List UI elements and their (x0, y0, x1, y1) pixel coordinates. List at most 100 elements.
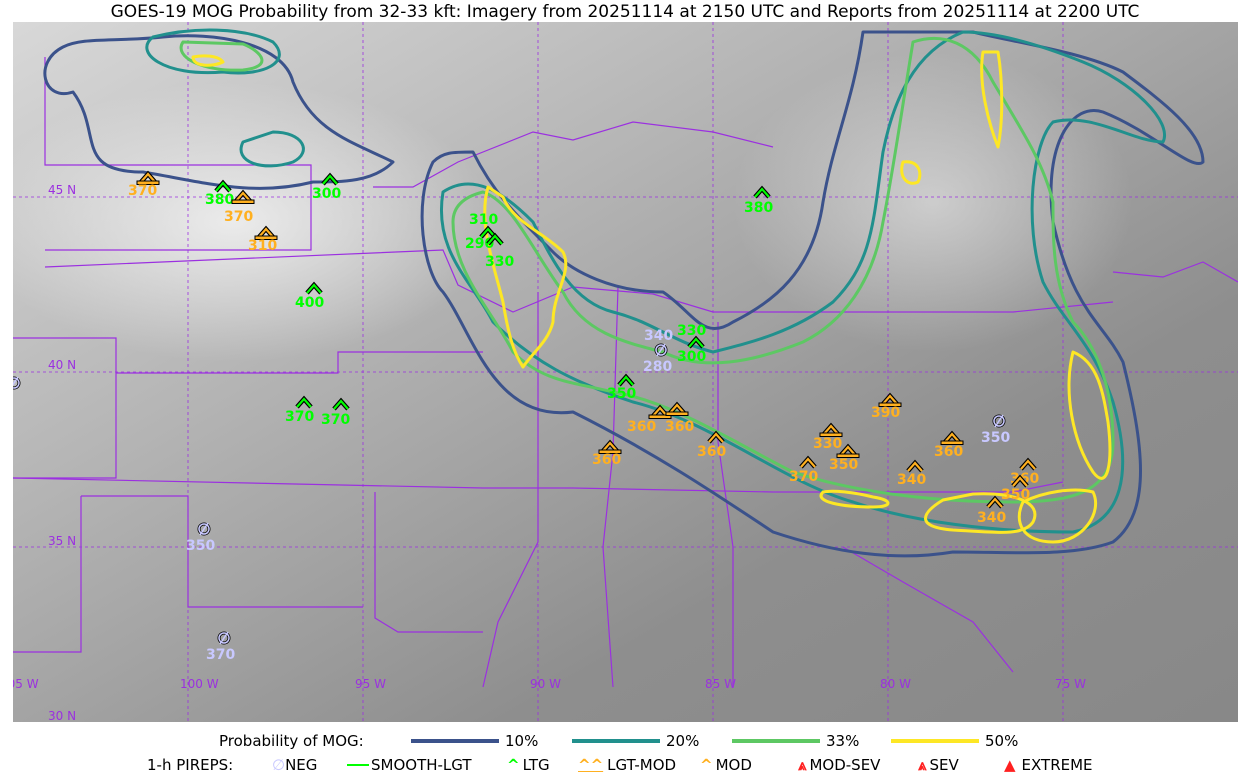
altitude-label: 350 (1001, 487, 1030, 503)
altitude-label: 370 (128, 183, 157, 199)
pirep-lgt-mod[interactable]: 330 (813, 422, 843, 452)
chevron-icon (754, 187, 770, 198)
altitude-label: 330 (485, 254, 514, 270)
pirep-neg[interactable]: 370 (206, 631, 235, 663)
legend-33pct: 33% (732, 732, 859, 750)
pirep-mod[interactable]: 350 (1001, 474, 1030, 503)
pirep-lgt-mod[interactable]: 310 (248, 225, 278, 254)
pirep-mod[interactable]: 360 (697, 430, 726, 460)
pirep-lgt-mod[interactable]: 360 (627, 404, 672, 435)
altitude-label: 350 (186, 538, 215, 554)
neg-icon (198, 523, 210, 535)
mod-sev-icon: ⩓ (798, 756, 807, 774)
legend-label: MOD (715, 756, 752, 774)
chevron-icon: ^ (700, 756, 713, 774)
longitude-label: 95 W (355, 677, 386, 691)
pirep-ltg[interactable]: 300 (312, 172, 341, 202)
pirep-ltg[interactable]: 380 (744, 185, 773, 216)
pirep-ltg[interactable]: 400 (295, 281, 324, 311)
neg-icon (13, 377, 20, 389)
pirep-ltg[interactable]: 330 (485, 232, 514, 270)
pirep-lgt-mod[interactable]: 390 (871, 392, 902, 421)
pirep-lgt-mod[interactable]: 350 (829, 443, 860, 473)
legend-ltg: ^ LTG (507, 756, 550, 774)
legend-extreme: ▲ EXTREME (1004, 756, 1093, 774)
pirep-neg[interactable]: 350 (186, 522, 215, 554)
altitude-label: 330 (677, 323, 706, 339)
swatch-20pct (572, 739, 660, 743)
legend-label: LTG (522, 756, 550, 774)
pirep-mod[interactable]: 340 (977, 495, 1006, 526)
chevron-icon (333, 399, 349, 410)
contour-50pct (191, 54, 225, 67)
pirep-ltg[interactable]: 380 (205, 179, 234, 208)
pirep-neg[interactable]: 340 280 (643, 328, 673, 375)
legend-lgt-mod: ^^ LGT-MOD (578, 756, 676, 774)
pirep-ltg[interactable]: 310 290 (465, 212, 498, 252)
altitude-label: 360 (934, 444, 963, 460)
contour-33pct (179, 40, 264, 72)
neg-icon: ∅ (272, 756, 286, 774)
latitude-label: 30 N (48, 709, 76, 722)
chevron-icon (215, 181, 231, 192)
neg-slash (994, 414, 1004, 428)
pirep-lgt-mod[interactable]: 360 (934, 430, 964, 460)
altitude-label: 330 (813, 436, 842, 452)
longitude-label: 75 W (1055, 677, 1086, 691)
chevron-icon (1012, 476, 1028, 487)
chevron-icon (907, 461, 923, 472)
legend-sev: ⩓ SEV (918, 756, 959, 774)
swatch-33pct (732, 739, 820, 743)
altitude-label: 380 (744, 200, 773, 216)
mog-probability-contours (43, 28, 1205, 558)
altitude-label: 290 (465, 236, 494, 252)
longitude-label: 100 W (180, 677, 219, 691)
pirep-lgt-mod[interactable]: 360 (665, 401, 694, 435)
contour-20pct (145, 28, 281, 75)
longitude-label: 80 W (880, 677, 911, 691)
pirep-lgt-mod[interactable]: 370 (128, 170, 160, 199)
pirep-lgt-mod[interactable]: 370 (224, 189, 255, 225)
chevron-icon (652, 406, 668, 417)
pirep-ltg[interactable]: 370 (285, 395, 314, 425)
lgt-mod-bar (136, 180, 160, 185)
legend-20pct: 20% (572, 732, 699, 750)
altitude-label: 360 (592, 452, 621, 468)
legend-label: MOD-SEV (809, 756, 881, 774)
altitude-label: 350 (607, 386, 636, 402)
chevron-icon (1020, 459, 1036, 470)
legend-mod-sev: ⩓ MOD-SEV (798, 756, 880, 774)
contour-33pct (451, 36, 1115, 504)
line-icon (347, 764, 369, 766)
pirep-mod[interactable]: 370 (789, 455, 818, 485)
pirep-mod[interactable]: 340 (897, 459, 926, 488)
altitude-label: 370 (321, 412, 350, 428)
chevron-icon (840, 445, 856, 456)
altitude-label: 370 (224, 209, 253, 225)
pirep-ltg[interactable]: 330 300 (677, 323, 706, 365)
triangle-icon: ▲ (1004, 756, 1016, 774)
pirep-neg[interactable]: 350 (981, 414, 1010, 446)
altitude-label: 370 (789, 469, 818, 485)
altitude-label: 360 (627, 419, 656, 435)
legend-mod: ^ MOD (700, 756, 752, 774)
altitude-label: 370 (285, 409, 314, 425)
lgt-mod-bar (598, 449, 622, 454)
legend-neg: ∅ NEG (272, 756, 317, 774)
longitude-label: 85 W (705, 677, 736, 691)
lgt-mod-bar (836, 453, 860, 458)
altitude-label: 280 (643, 359, 672, 375)
swatch-50pct (891, 739, 979, 743)
legend-smooth-lgt: SMOOTH-LGT (347, 756, 472, 774)
legend-50pct: 50% (891, 732, 1018, 750)
pirep-ltg[interactable]: 370 (321, 397, 350, 428)
contour-10pct (420, 30, 1205, 558)
pirep-ltg[interactable]: 350 (607, 373, 636, 402)
pirep-lgt-mod[interactable]: 360 (592, 439, 622, 468)
altitude-label: 340 (977, 510, 1006, 526)
pirep-neg[interactable] (13, 376, 21, 390)
chevron-icon: ^ (507, 756, 520, 774)
legend-label: EXTREME (1021, 756, 1093, 774)
chevron-icon (944, 432, 960, 443)
altitude-label: 340 (897, 472, 926, 488)
